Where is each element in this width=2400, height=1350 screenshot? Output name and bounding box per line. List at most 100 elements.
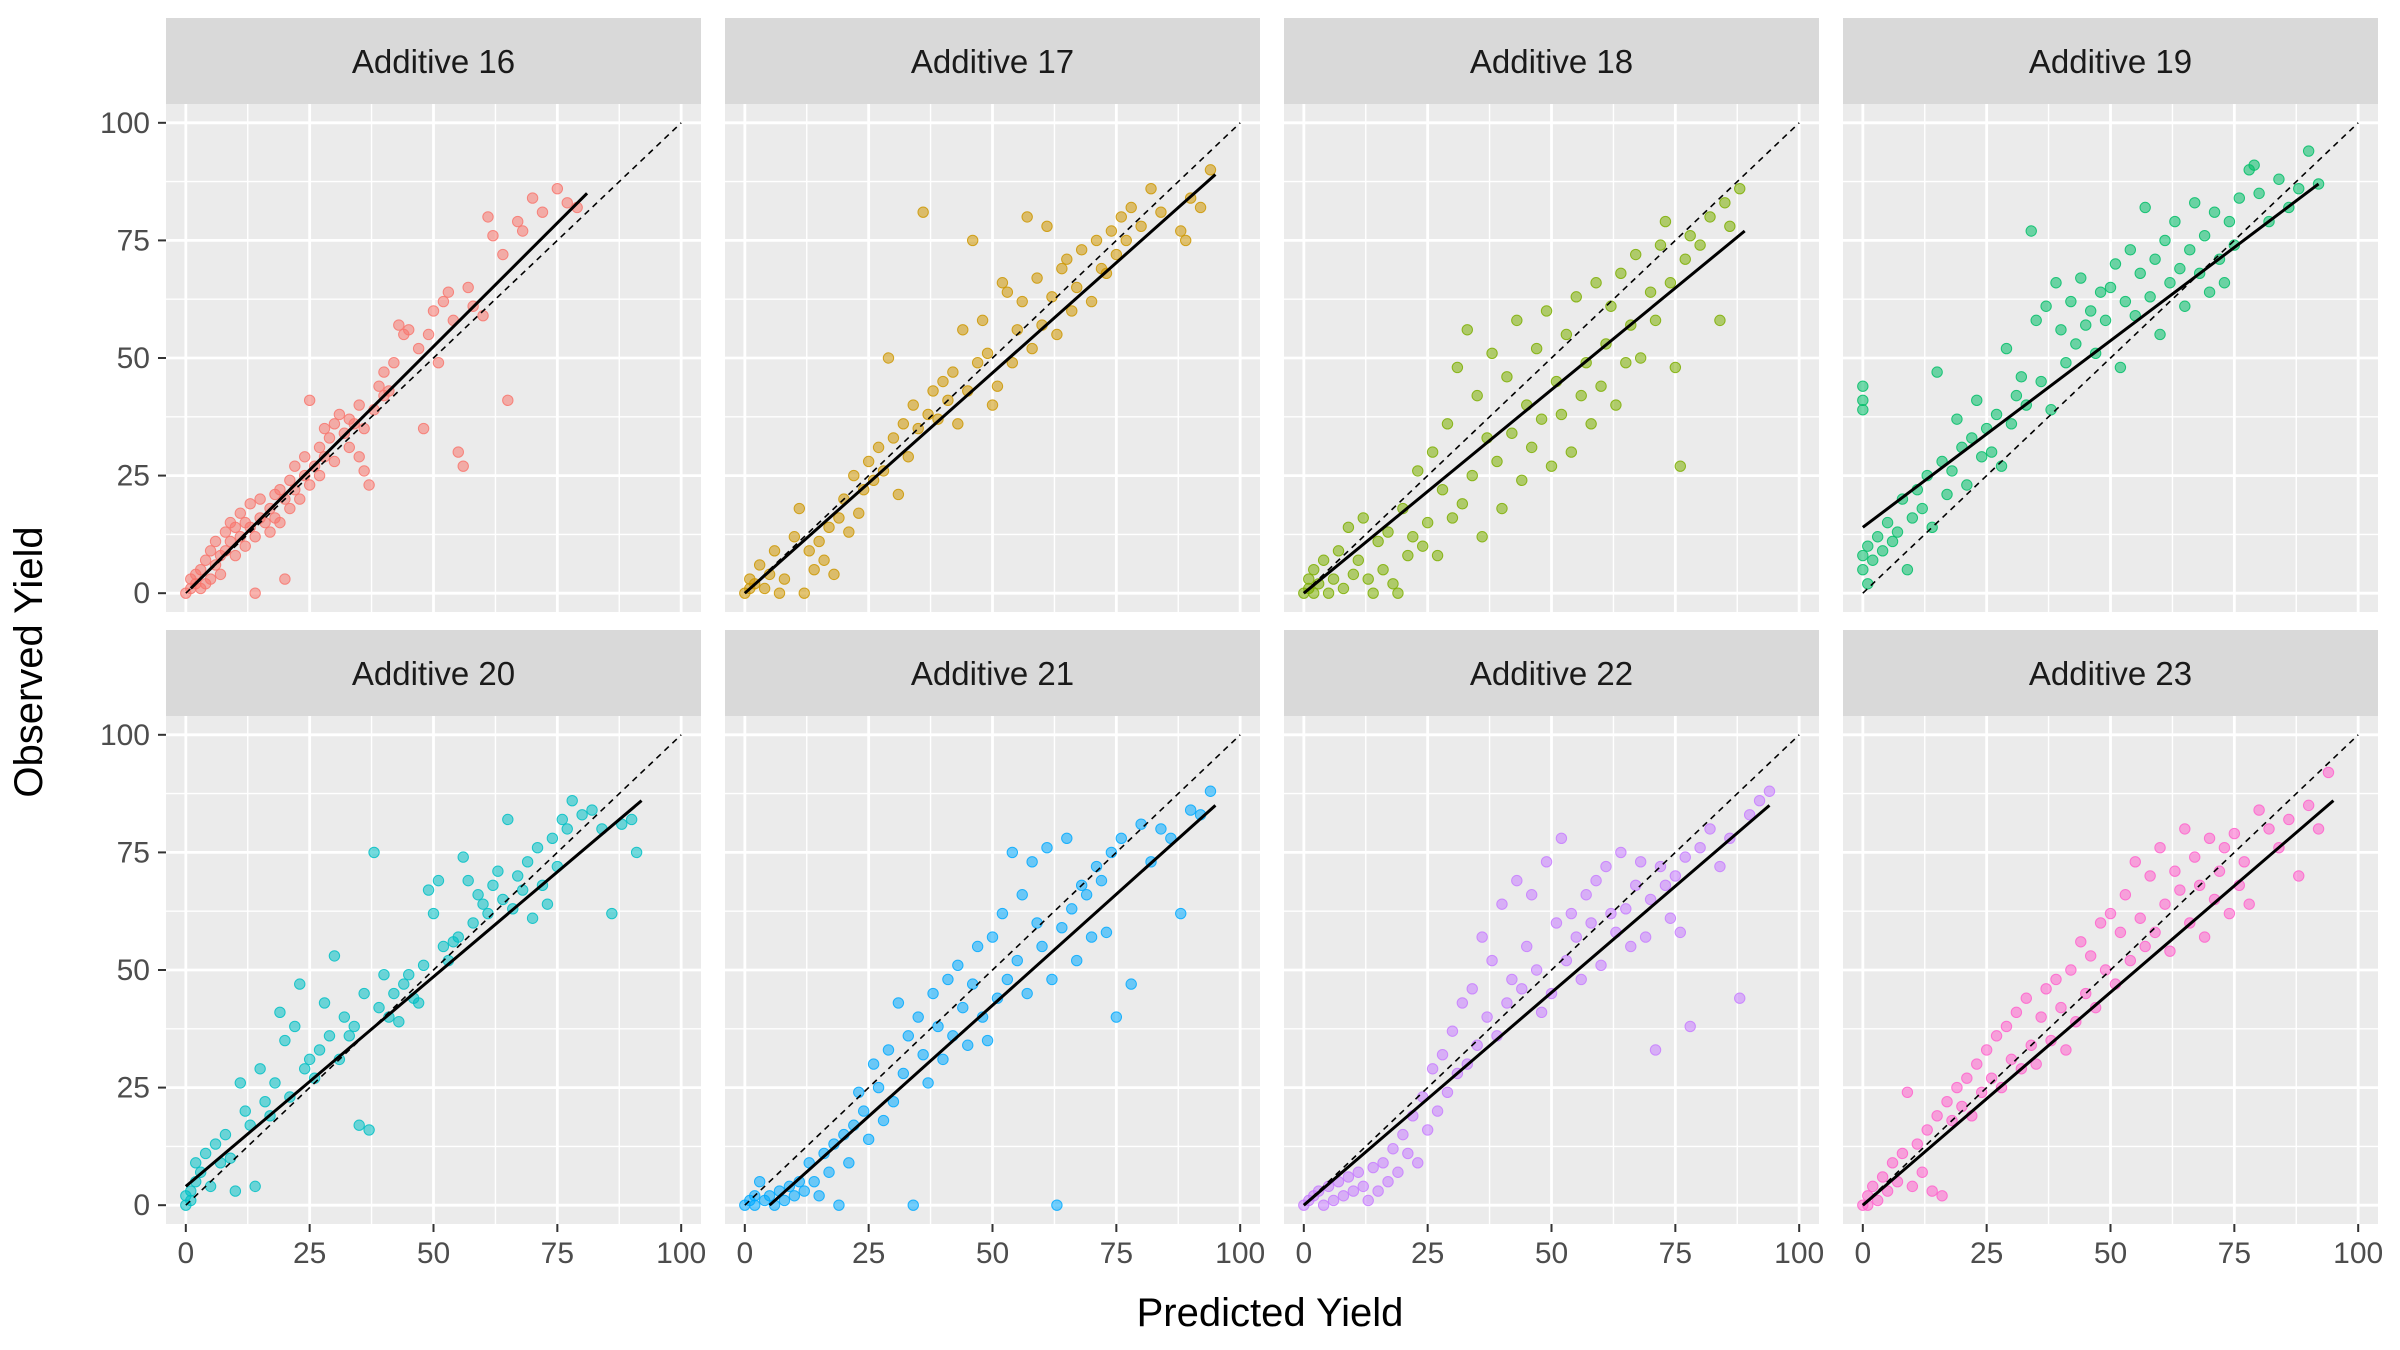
scatter-point: [1179, 234, 1192, 247]
scatter-point: [2005, 418, 2018, 430]
scatter-point: [1135, 220, 1147, 232]
x-tick-label: 25: [1970, 1237, 2003, 1270]
scatter-point: [902, 451, 914, 463]
scatter-points: [1857, 766, 2335, 1211]
scatter-point: [1704, 823, 1716, 835]
scatter-point: [1951, 1081, 1963, 1094]
scatter-point: [313, 469, 326, 482]
scatter-point: [1441, 1086, 1454, 1098]
scatter-point: [1071, 281, 1083, 294]
scatter-point: [2223, 215, 2236, 228]
fit-line: [743, 173, 1217, 595]
scatter-point: [1011, 954, 1023, 967]
scatter-point: [2228, 827, 2241, 840]
scatter-point: [1431, 549, 1444, 562]
scatter-point: [398, 978, 410, 990]
fit-line: [768, 804, 1217, 1207]
scatter-point: [1530, 342, 1543, 355]
scatter-point: [2174, 884, 2186, 896]
scatter-point: [2144, 870, 2156, 882]
scatter-point: [758, 582, 771, 595]
facet-title: Additive 20: [352, 655, 515, 692]
x-tick-label: 0: [1295, 1237, 1312, 1270]
scatter-point: [467, 917, 479, 929]
scatter-point: [818, 554, 830, 566]
reference-line: [1862, 734, 2359, 1206]
scatter-point: [1085, 931, 1098, 943]
scatter-point: [2263, 823, 2275, 835]
scatter-point: [1352, 1166, 1365, 1178]
scatter-point: [1155, 823, 1167, 835]
scatter-point: [942, 973, 954, 986]
scatter-point: [2159, 898, 2171, 910]
scatter-point: [917, 1048, 929, 1061]
x-tick-label: 25: [852, 1237, 885, 1270]
scatter-point: [1105, 225, 1118, 237]
scatter-point: [986, 399, 999, 411]
scatter-point: [2119, 889, 2132, 901]
scatter-point: [1046, 973, 1058, 986]
scatter-point: [531, 842, 544, 854]
scatter-point: [2184, 244, 2196, 256]
scatter-point: [269, 1077, 281, 1089]
scatter-point: [996, 277, 1009, 289]
scatter-point: [887, 432, 900, 444]
scatter-point: [1066, 903, 1078, 915]
facet-panel: Additive 18: [1284, 18, 1819, 612]
scatter-point: [1906, 1180, 1919, 1193]
scatter-point: [1540, 856, 1553, 868]
scatter-point: [843, 1157, 855, 1169]
facet-strip: [166, 18, 701, 104]
x-tick-label: 75: [541, 1237, 574, 1270]
scatter-point: [1446, 512, 1459, 524]
scatter-point: [1620, 903, 1632, 915]
scatter-point: [1204, 785, 1217, 797]
scatter-point: [1051, 328, 1063, 341]
scatter-point: [813, 535, 825, 548]
scatter-point: [526, 192, 539, 204]
scatter-point: [1694, 842, 1706, 854]
scatter-point: [338, 1011, 351, 1023]
scatter-point: [1857, 380, 1869, 392]
scatter-point: [1347, 1185, 1360, 1197]
scatter-point: [2248, 159, 2260, 171]
scatter-point: [1625, 940, 1637, 953]
scatter-point: [2094, 917, 2107, 929]
x-tick-label: 0: [736, 1237, 753, 1270]
scatter-point: [1555, 408, 1568, 421]
scatter-point: [1615, 267, 1627, 280]
scatter-point: [971, 357, 984, 369]
scatter-point: [214, 568, 227, 581]
scatter-point: [427, 305, 440, 317]
scatter-point: [229, 1185, 242, 1197]
scatter-point: [323, 432, 336, 444]
scatter-point: [2273, 173, 2285, 185]
scatter-point: [2154, 842, 2166, 854]
scatter-point: [541, 898, 554, 910]
fit-line: [1302, 229, 1746, 595]
scatter-point: [902, 1030, 914, 1042]
scatter-point: [1916, 1166, 1928, 1178]
scatter-point: [1031, 272, 1043, 284]
scatter-point: [1511, 314, 1523, 327]
scatter-point: [442, 286, 455, 298]
scatter-point: [1016, 295, 1028, 308]
scatter-point: [2055, 1001, 2067, 1014]
scatter-point: [2179, 823, 2191, 835]
scatter-point: [2218, 842, 2231, 854]
scatter-point: [1367, 1161, 1379, 1174]
scatter-point: [991, 380, 1004, 392]
scatter-point: [1620, 357, 1632, 369]
scatter-point: [2179, 300, 2191, 312]
scatter-point: [437, 295, 450, 308]
y-tick-label: 50: [117, 954, 150, 987]
scatter-point: [1115, 211, 1127, 223]
scatter-point: [249, 587, 261, 599]
scatter-point: [1941, 488, 1953, 501]
scatter-point: [279, 573, 291, 585]
scatter-point: [907, 399, 919, 411]
scatter-point: [1679, 851, 1691, 863]
scatter-point: [1382, 526, 1394, 538]
scatter-point: [323, 1030, 336, 1042]
